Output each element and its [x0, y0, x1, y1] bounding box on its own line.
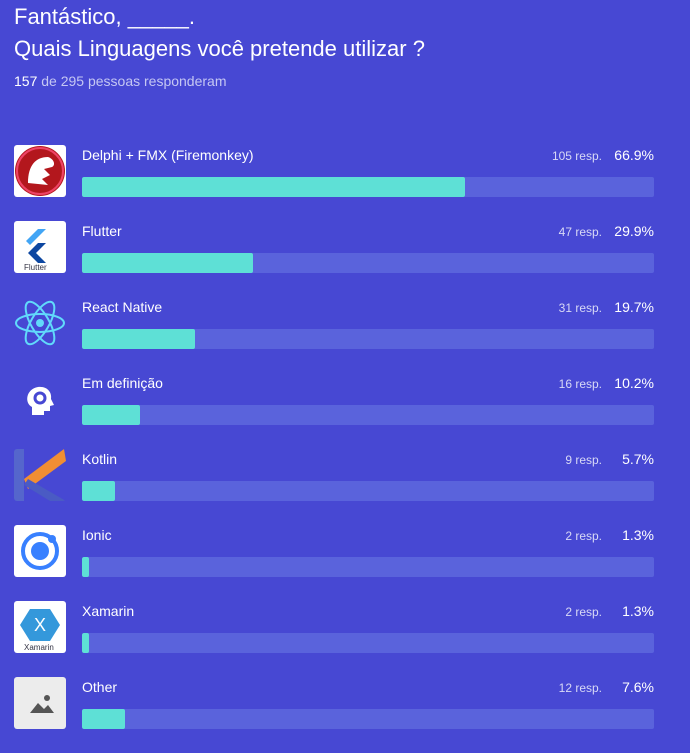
option-icon	[14, 373, 66, 425]
svg-text:X: X	[34, 615, 46, 635]
bar-fill	[82, 405, 141, 425]
option-row: React Native 31 resp. 19.7%	[0, 297, 690, 373]
percent-label: 66.9%	[614, 147, 654, 163]
option-label: Other	[82, 679, 118, 695]
option-row: X Xamarin Xamarin 2 resp. 1.3%	[0, 601, 690, 677]
bar-track	[82, 633, 654, 653]
percent-label: 29.9%	[614, 223, 654, 239]
response-count: 16 resp.	[558, 377, 602, 391]
answered-count: 157	[14, 73, 38, 89]
summary: 157 de 295 pessoas responderam	[14, 73, 226, 89]
icon-graphic	[15, 300, 65, 346]
summary-text: de 295 pessoas responderam	[41, 73, 227, 89]
icon-caption: Flutter	[24, 263, 47, 272]
bar-track	[82, 405, 654, 425]
icon-graphic	[14, 449, 66, 501]
option-label: Delphi + FMX (Firemonkey)	[82, 147, 254, 163]
icon-graphic	[21, 532, 59, 570]
bar-fill	[82, 633, 90, 653]
percent-label: 1.3%	[622, 527, 654, 543]
icon-graphic	[15, 146, 65, 196]
response-count: 12 resp.	[558, 681, 602, 695]
option-row: Delphi + FMX (Firemonkey) 105 resp. 66.9%	[0, 145, 690, 221]
response-count: 47 resp.	[558, 225, 602, 239]
option-label: Ionic	[82, 527, 112, 543]
bar-fill	[82, 481, 115, 501]
option-icon: X Xamarin	[14, 601, 66, 653]
bar-fill	[82, 253, 254, 273]
bar-track	[82, 709, 654, 729]
option-label: Em definição	[82, 375, 163, 391]
option-label: React Native	[82, 299, 163, 315]
question: Quais Linguagens você pretende utilizar …	[14, 36, 425, 61]
percent-label: 5.7%	[622, 451, 654, 467]
option-row: Other 12 resp. 7.6%	[0, 677, 690, 753]
percent-label: 19.7%	[614, 299, 654, 315]
bar-track	[82, 481, 654, 501]
option-row: Em definição 16 resp. 10.2%	[0, 373, 690, 449]
percent-label: 7.6%	[622, 679, 654, 695]
option-row: Kotlin 9 resp. 5.7%	[0, 449, 690, 525]
option-label: Xamarin	[82, 603, 135, 619]
bar-track	[82, 329, 654, 349]
response-count: 2 resp.	[565, 605, 602, 619]
response-count: 105 resp.	[551, 149, 602, 163]
option-icon	[14, 145, 66, 197]
icon-graphic	[27, 386, 54, 415]
bar-track	[82, 557, 654, 577]
icon-graphic: X	[20, 609, 60, 641]
bar-fill	[82, 329, 195, 349]
bar-fill	[82, 709, 126, 729]
option-icon	[14, 525, 66, 577]
icon-graphic	[26, 229, 46, 263]
option-row: Flutter Flutter 47 resp. 29.9%	[0, 221, 690, 297]
response-count: 9 resp.	[565, 453, 602, 467]
percent-label: 1.3%	[622, 603, 654, 619]
option-icon: Flutter	[14, 221, 66, 273]
option-icon	[14, 449, 66, 501]
option-icon	[14, 677, 66, 729]
icon-graphic	[30, 695, 54, 713]
option-label: Kotlin	[82, 451, 118, 467]
icon-caption: Xamarin	[24, 643, 54, 652]
response-count: 2 resp.	[565, 529, 602, 543]
response-count: 31 resp.	[558, 301, 602, 315]
bar-fill	[82, 557, 90, 577]
option-icon	[14, 297, 66, 349]
bar-track	[82, 253, 654, 273]
option-row: Ionic 2 resp. 1.3%	[0, 525, 690, 601]
percent-label: 10.2%	[614, 375, 654, 391]
bar-fill	[82, 177, 465, 197]
bar-track	[82, 177, 654, 197]
option-label: Flutter	[82, 223, 122, 239]
greeting: Fantástico, _____.	[14, 4, 196, 29]
